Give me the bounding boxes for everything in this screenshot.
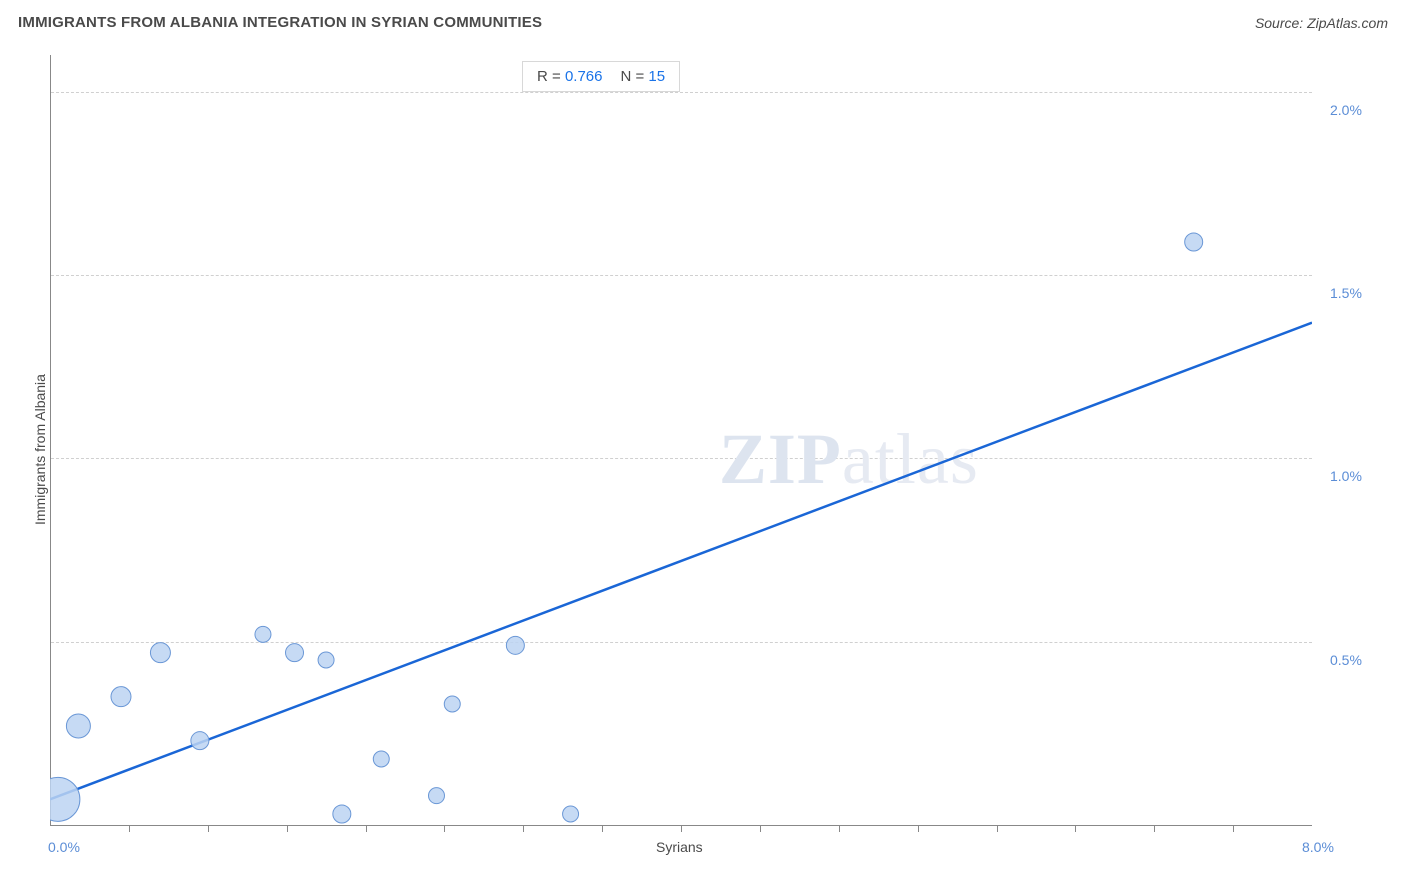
chart-source: Source: ZipAtlas.com xyxy=(1255,15,1388,31)
y-tick-label: 1.5% xyxy=(1330,285,1362,301)
x-tick xyxy=(129,825,130,832)
data-point[interactable] xyxy=(111,687,131,707)
x-max-label: 8.0% xyxy=(1302,839,1334,855)
data-point[interactable] xyxy=(428,788,444,804)
x-tick xyxy=(997,825,998,832)
x-tick xyxy=(839,825,840,832)
stat-box: R = 0.766 N = 15 xyxy=(522,61,680,92)
x-axis-label: Syrians xyxy=(656,839,703,855)
data-point[interactable] xyxy=(506,636,524,654)
data-point[interactable] xyxy=(1185,233,1203,251)
x-tick xyxy=(918,825,919,832)
data-point[interactable] xyxy=(66,714,90,738)
plot-area: 0.5%1.0%1.5%2.0%0.0%8.0%SyriansZIPatlasR… xyxy=(50,55,1312,825)
data-point[interactable] xyxy=(444,696,460,712)
y-tick-label: 2.0% xyxy=(1330,102,1362,118)
data-point[interactable] xyxy=(50,777,80,821)
trendline xyxy=(50,323,1312,800)
data-point[interactable] xyxy=(373,751,389,767)
chart-title: IMMIGRANTS FROM ALBANIA INTEGRATION IN S… xyxy=(18,14,542,31)
n-stat: N = 15 xyxy=(620,68,665,85)
x-min-label: 0.0% xyxy=(48,839,80,855)
y-tick-label: 0.5% xyxy=(1330,652,1362,668)
data-point[interactable] xyxy=(255,626,271,642)
data-point[interactable] xyxy=(333,805,351,823)
data-point[interactable] xyxy=(150,643,170,663)
x-tick xyxy=(523,825,524,832)
x-tick xyxy=(1154,825,1155,832)
x-tick xyxy=(1075,825,1076,832)
data-point[interactable] xyxy=(286,644,304,662)
y-tick-label: 1.0% xyxy=(1330,468,1362,484)
chart-header: IMMIGRANTS FROM ALBANIA INTEGRATION IN S… xyxy=(18,14,1388,31)
r-stat: R = 0.766 xyxy=(537,68,602,85)
y-axis-label: Immigrants from Albania xyxy=(32,374,48,525)
x-tick xyxy=(208,825,209,832)
data-point[interactable] xyxy=(191,732,209,750)
x-tick xyxy=(760,825,761,832)
x-tick xyxy=(366,825,367,832)
x-tick xyxy=(1233,825,1234,832)
x-tick xyxy=(681,825,682,832)
x-tick xyxy=(602,825,603,832)
x-tick xyxy=(287,825,288,832)
x-tick xyxy=(444,825,445,832)
data-point[interactable] xyxy=(318,652,334,668)
chart-svg xyxy=(50,55,1312,825)
data-point[interactable] xyxy=(563,806,579,822)
